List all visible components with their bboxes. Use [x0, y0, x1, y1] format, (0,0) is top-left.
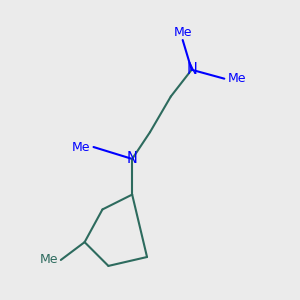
Text: N: N	[127, 152, 138, 166]
Text: Me: Me	[39, 254, 58, 266]
Text: Me: Me	[72, 140, 91, 154]
Text: Me: Me	[227, 72, 246, 85]
Text: Me: Me	[173, 26, 192, 38]
Text: N: N	[186, 62, 197, 77]
